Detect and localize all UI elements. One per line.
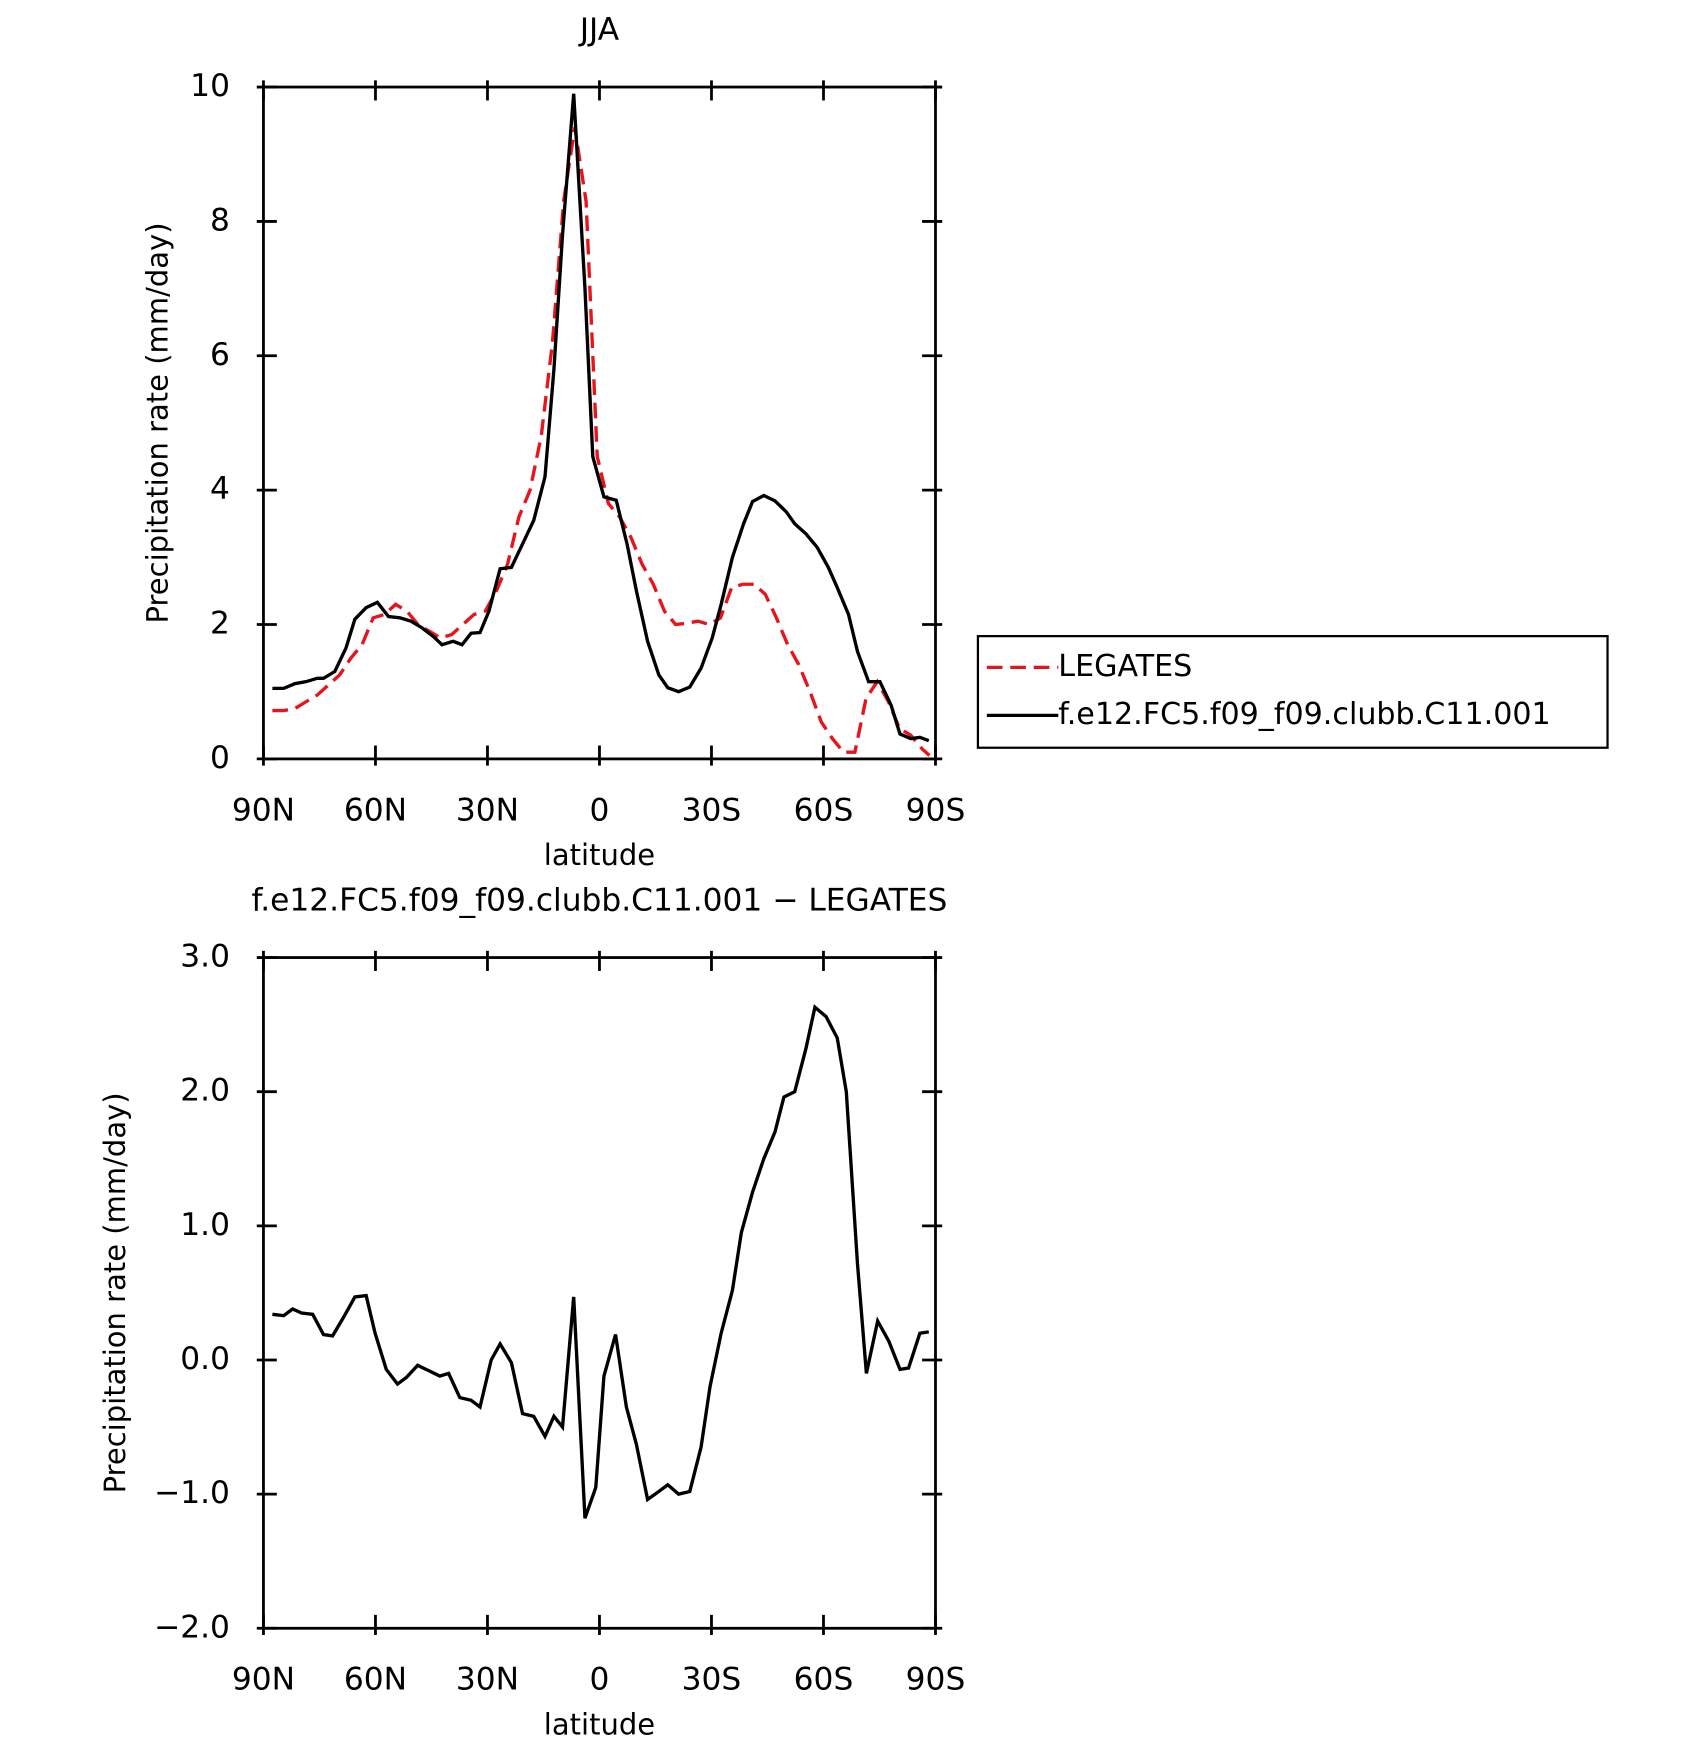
chart-title: f.e12.FC5.f09_f09.clubb.C11.001 − LEGATE… <box>252 883 948 919</box>
y-tick-label: 8 <box>210 202 230 238</box>
x-tick-label: 0 <box>590 1662 610 1698</box>
x-tick-label: 30S <box>682 792 742 828</box>
x-tick-label: 60N <box>344 792 407 828</box>
legend-label: LEGATES <box>1058 649 1192 684</box>
data-line <box>272 93 930 743</box>
y-axis-label: Precipitation rate (mm/day) <box>98 1092 132 1493</box>
x-axis-label: latitude <box>544 838 655 872</box>
chart-title: JJA <box>578 12 620 48</box>
y-tick-label: 2 <box>210 606 230 642</box>
data-line <box>272 1004 930 1519</box>
x-tick-label: 90S <box>906 1662 966 1698</box>
y-tick-label: 6 <box>210 337 230 373</box>
data-line <box>272 127 931 757</box>
y-tick-label: 10 <box>190 68 230 104</box>
y-tick-label: 2.0 <box>180 1073 230 1109</box>
y-tick-label: −1.0 <box>154 1475 230 1511</box>
x-tick-label: 30N <box>456 1662 519 1698</box>
legend-box <box>976 635 1609 749</box>
y-tick-label: −2.0 <box>154 1609 230 1645</box>
x-tick-label: 30S <box>682 1662 742 1698</box>
x-tick-label: 60S <box>794 1662 854 1698</box>
plot-frame <box>262 956 937 1630</box>
x-tick-label: 90N <box>232 1662 295 1698</box>
plot-frame <box>262 85 937 761</box>
x-tick-label: 90N <box>232 792 295 828</box>
y-tick-label: 4 <box>210 471 230 507</box>
y-tick-label: 3.0 <box>180 939 230 975</box>
x-tick-label: 0 <box>590 792 610 828</box>
y-tick-label: 0 <box>210 740 230 776</box>
x-tick-label: 60N <box>344 1662 407 1698</box>
y-axis-label: Precipitation rate (mm/day) <box>141 222 175 623</box>
y-tick-label: 0.0 <box>180 1341 230 1377</box>
x-tick-label: 60S <box>794 792 854 828</box>
x-tick-label: 90S <box>906 792 966 828</box>
x-axis-label: latitude <box>544 1707 655 1741</box>
x-tick-label: 30N <box>456 792 519 828</box>
legend-label: f.e12.FC5.f09_f09.clubb.C11.001 <box>1058 697 1550 732</box>
y-tick-label: 1.0 <box>180 1207 230 1243</box>
